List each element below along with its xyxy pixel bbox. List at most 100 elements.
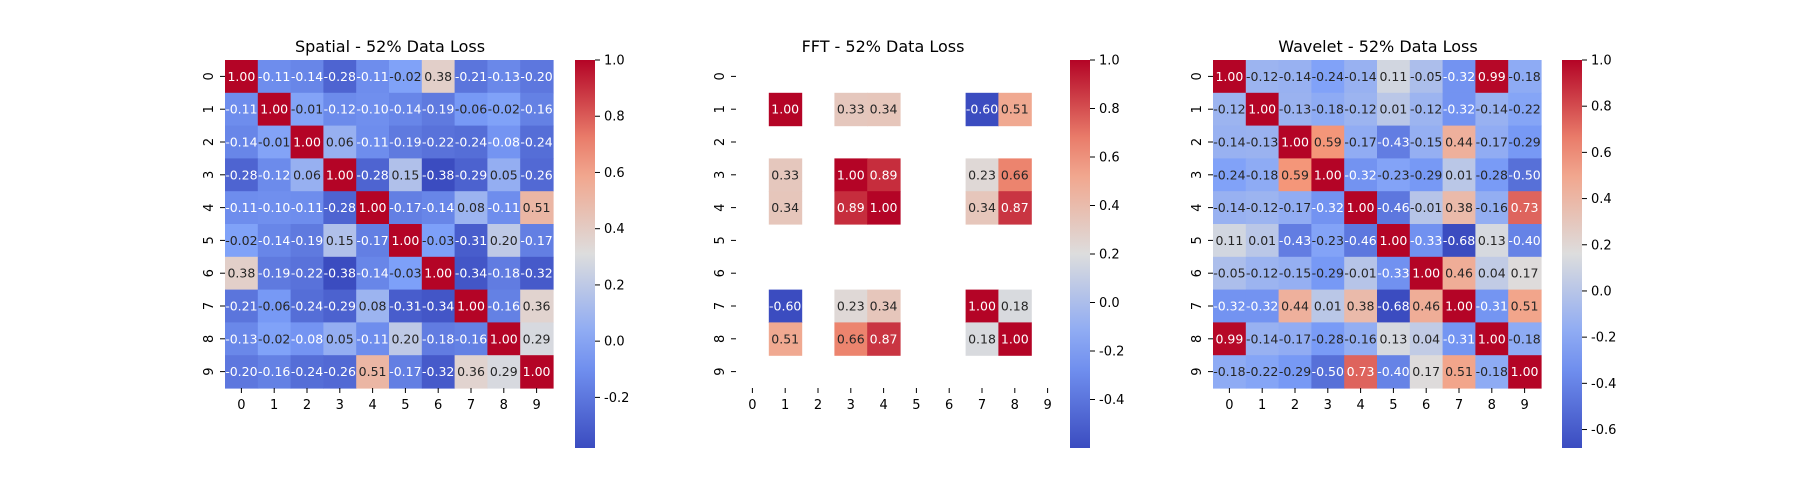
cell-value-label: -0.14 <box>1246 331 1278 346</box>
heatmap-cell <box>1311 355 1345 389</box>
y-tick-label: 5 <box>713 236 728 244</box>
heatmap-cell <box>356 224 390 258</box>
y-tick-label: 8 <box>713 335 728 343</box>
cell-value-label: 0.20 <box>391 331 419 346</box>
heatmap-cell <box>356 158 390 192</box>
cell-value-label: -0.14 <box>356 266 388 281</box>
heatmap-cell <box>1344 92 1378 127</box>
heatmap-cell <box>1311 191 1345 225</box>
heatmap-cell <box>1475 60 1509 94</box>
heatmap-cell <box>1311 92 1345 127</box>
cell-value-label: 0.01 <box>1445 167 1473 182</box>
heatmap-cell <box>1475 289 1509 323</box>
cell-value-label: -0.17 <box>1279 200 1311 215</box>
cell-value-label: 1.00 <box>1511 364 1539 379</box>
heatmap-cell <box>1344 322 1378 356</box>
heatmap-cell <box>1377 256 1411 291</box>
cell-value-label: -0.11 <box>225 200 257 215</box>
heatmap-cell <box>520 92 554 127</box>
heatmap-cell <box>1409 355 1444 389</box>
heatmap-cell <box>1475 125 1509 159</box>
cell-value-label: -0.17 <box>389 200 421 215</box>
cell-value-label: 1.00 <box>457 299 485 314</box>
cell-value-label: -0.14 <box>1213 200 1245 215</box>
y-tick-label: 7 <box>713 302 728 310</box>
heatmap-cell <box>257 256 292 291</box>
cell-value-label: 0.38 <box>1347 299 1375 314</box>
cell-value-label: -0.14 <box>389 102 421 117</box>
y-tick-label: 0 <box>713 72 728 80</box>
heatmap-cell <box>290 60 324 94</box>
cell-value-label: 1.00 <box>391 233 419 248</box>
heatmap-cell <box>257 289 292 323</box>
cell-value-label: -0.28 <box>324 69 356 84</box>
cell-value-label: -0.18 <box>488 266 520 281</box>
cell-value-label: -0.46 <box>1377 200 1409 215</box>
x-tick-label: 7 <box>1455 398 1463 413</box>
heatmap-cell <box>421 256 456 291</box>
cell-value-label: -0.17 <box>1344 135 1376 150</box>
cell-value-label: -0.29 <box>1279 364 1311 379</box>
heatmap-cell <box>1344 256 1378 291</box>
heatmap-cell <box>1508 60 1542 94</box>
cell-value-label: 0.66 <box>837 331 865 346</box>
colorbar-tick-label: -0.6 <box>1591 423 1616 438</box>
heatmap-cell <box>1278 92 1312 127</box>
heatmap-cell <box>487 289 521 323</box>
heatmap-cell <box>1278 158 1312 192</box>
cell-value-label: 0.89 <box>837 200 865 215</box>
cell-value-label: -0.26 <box>324 364 356 379</box>
heatmap-cell <box>454 322 488 356</box>
cell-value-label: 0.34 <box>968 200 996 215</box>
cell-value-label: -0.15 <box>1279 266 1311 281</box>
cell-value-label: -0.50 <box>1508 167 1540 182</box>
heatmap-cell <box>487 158 521 192</box>
y-tick-label: 8 <box>202 335 217 343</box>
cell-value-label: -0.20 <box>520 69 552 84</box>
cell-value-label: 0.46 <box>1412 299 1440 314</box>
heatmap-cell <box>290 289 324 323</box>
y-tick-label: 6 <box>202 269 217 277</box>
heatmap-cell <box>1245 60 1280 94</box>
cell-value-label: -0.11 <box>225 102 257 117</box>
cell-value-label: -0.32 <box>1344 167 1376 182</box>
colorbar-tick-label: 0.0 <box>1591 284 1612 299</box>
heatmap-cell <box>1508 224 1542 258</box>
cell-value-label: 0.29 <box>490 364 518 379</box>
cell-value-label: 1.00 <box>326 167 354 182</box>
heatmap-cell <box>1245 355 1280 389</box>
x-tick-label: 8 <box>1011 398 1019 413</box>
cell-value-label: 0.51 <box>771 331 799 346</box>
cell-value-label: -0.03 <box>422 233 454 248</box>
cell-value-label: 0.15 <box>326 233 354 248</box>
cell-value-label: -0.10 <box>258 200 290 215</box>
heatmap-cell <box>1278 224 1312 258</box>
heatmap-cell <box>257 224 292 258</box>
x-tick-label: 2 <box>303 398 311 413</box>
cell-value-label: 0.05 <box>490 167 518 182</box>
heatmap-cell <box>454 158 488 192</box>
cell-value-label: 1.00 <box>870 200 898 215</box>
cell-value-label: 0.99 <box>1215 331 1243 346</box>
heatmap-cell <box>1245 256 1280 291</box>
heatmap-cell <box>257 92 292 127</box>
heatmap-cell <box>1377 224 1411 258</box>
x-tick-label: 3 <box>847 398 855 413</box>
x-tick-label: 2 <box>1291 398 1299 413</box>
heatmap-cell <box>225 256 259 291</box>
cell-value-label: 0.73 <box>1347 364 1375 379</box>
heatmap-cell <box>1442 289 1476 323</box>
cell-value-label: -0.12 <box>258 167 290 182</box>
heatmap-cell <box>225 322 259 356</box>
heatmap-cell <box>356 125 390 159</box>
cell-value-label: -0.28 <box>356 167 388 182</box>
cell-value-label: -0.11 <box>356 331 388 346</box>
cell-value-label: 0.34 <box>870 299 898 314</box>
cell-value-label: 0.11 <box>1379 69 1407 84</box>
cell-value-label: -0.01 <box>258 135 290 150</box>
heatmap-cell <box>1344 125 1378 159</box>
cell-value-label: 1.00 <box>1314 167 1342 182</box>
heatmap-cell <box>1344 158 1378 192</box>
heatmap-cell <box>257 191 292 225</box>
